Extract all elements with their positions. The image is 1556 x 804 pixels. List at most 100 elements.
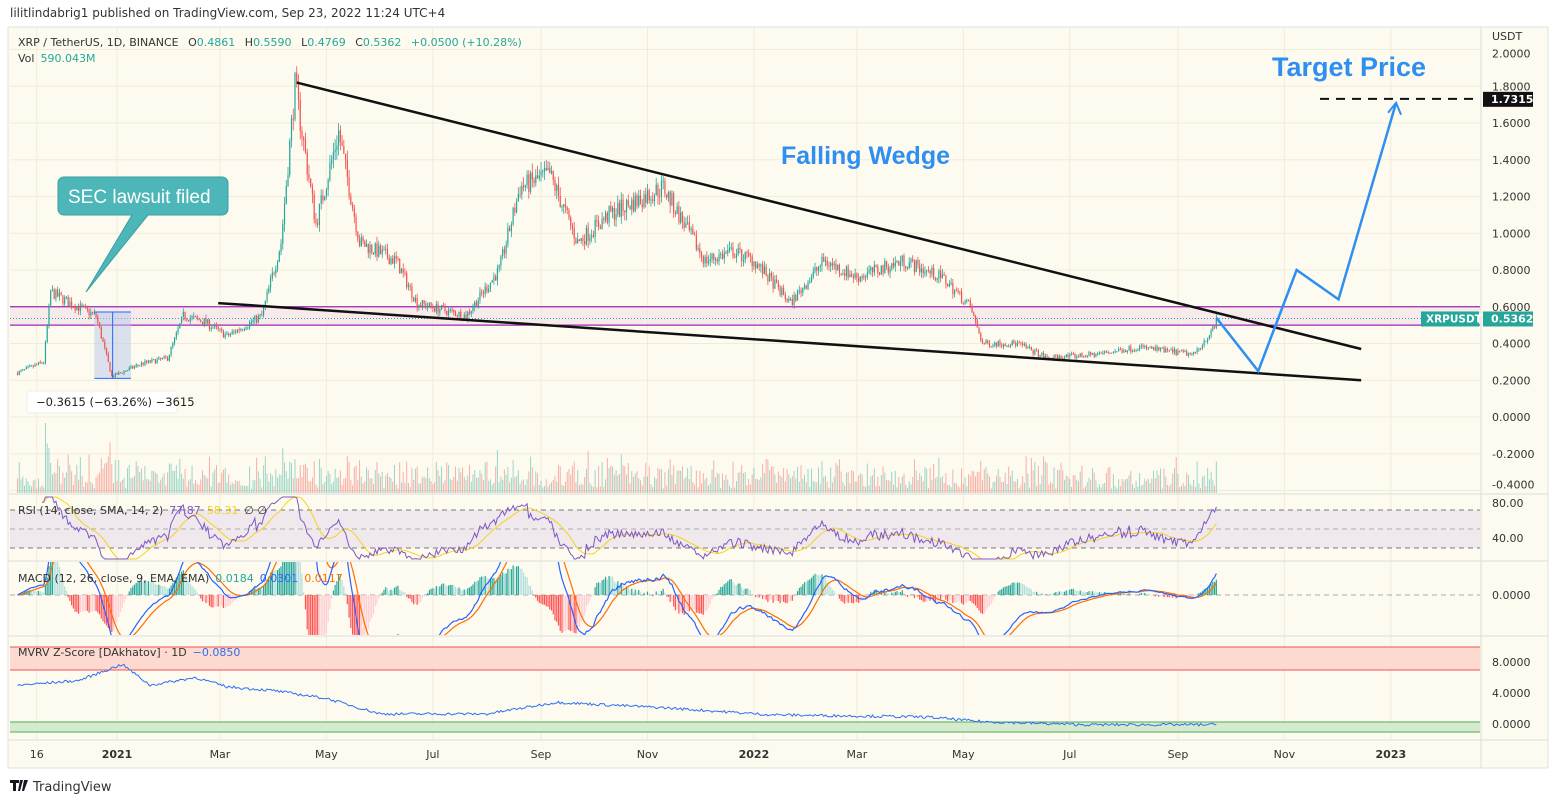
candle-body bbox=[1126, 350, 1128, 353]
volume-bar bbox=[125, 488, 127, 493]
support-resistance-zone[interactable] bbox=[10, 306, 1480, 326]
volume-bar bbox=[202, 470, 204, 493]
candle-body bbox=[1100, 352, 1102, 354]
macd-histogram-bar bbox=[807, 580, 809, 595]
macd-histogram-bar bbox=[446, 586, 448, 595]
price-axis[interactable]: 2.00001.80001.60001.40001.20001.00000.80… bbox=[1492, 48, 1534, 492]
volume-bar bbox=[884, 472, 886, 493]
candle-body bbox=[376, 243, 378, 257]
projection-path[interactable] bbox=[1215, 102, 1398, 374]
candle-body bbox=[1151, 346, 1153, 349]
candle-body bbox=[114, 373, 116, 377]
candle-body bbox=[1149, 346, 1151, 348]
candle-body bbox=[203, 318, 205, 325]
candle-body bbox=[65, 297, 67, 299]
candle-body bbox=[460, 311, 462, 320]
candle-body bbox=[339, 130, 341, 142]
volume-bar bbox=[701, 483, 703, 493]
macd-histogram-bar bbox=[861, 595, 863, 601]
volume-bar bbox=[1009, 476, 1011, 493]
volume-bar bbox=[969, 476, 971, 493]
volume-bar bbox=[777, 471, 779, 493]
candle-body bbox=[863, 276, 865, 278]
macd-histogram-bar bbox=[812, 575, 814, 595]
volume-bar bbox=[264, 456, 266, 493]
volume-bar bbox=[620, 454, 622, 493]
volume-bar bbox=[936, 476, 938, 493]
wedge-lower-trendline[interactable] bbox=[218, 301, 1362, 382]
volume-bar bbox=[978, 471, 980, 493]
macd-histogram-bar bbox=[1051, 594, 1053, 595]
macd-histogram-bar bbox=[1189, 595, 1191, 597]
candle-body bbox=[167, 357, 169, 361]
macd-histogram-bar bbox=[348, 595, 350, 618]
volume-bar bbox=[544, 485, 546, 493]
macd-histogram-bar bbox=[324, 595, 326, 635]
macd-histogram-bar bbox=[351, 595, 354, 635]
volume-bar bbox=[1022, 476, 1024, 493]
volume-bar bbox=[268, 481, 270, 493]
candle-body bbox=[472, 307, 474, 311]
candle-body bbox=[446, 310, 448, 315]
macd-histogram-bar bbox=[411, 595, 413, 603]
macd-histogram-bar bbox=[1029, 588, 1031, 595]
macd-histogram-bar bbox=[259, 587, 261, 595]
wedge-upper-trendline[interactable] bbox=[296, 81, 1362, 351]
volume-bar bbox=[482, 480, 484, 493]
candle-body bbox=[90, 312, 92, 316]
volume-bar bbox=[147, 479, 149, 493]
candle-body bbox=[437, 304, 439, 313]
candle-body bbox=[1158, 346, 1160, 351]
macd-histogram-bar bbox=[78, 595, 80, 614]
candle-body bbox=[803, 285, 806, 288]
volume-bar bbox=[795, 478, 797, 493]
candle-body bbox=[763, 266, 765, 275]
macd-histogram-bar bbox=[72, 595, 74, 609]
macd-histogram-bar bbox=[821, 574, 823, 595]
volume-bar bbox=[531, 467, 533, 493]
macd-histogram-bar bbox=[339, 576, 341, 595]
candle-body bbox=[540, 171, 542, 176]
candle-body bbox=[146, 360, 148, 363]
macd-histogram-bar bbox=[739, 583, 741, 595]
rsi-panel[interactable]: RSI (14, close, SMA, 14, 2) 77.87 58.31 ∅ ∅… bbox=[10, 496, 1524, 561]
volume-bar bbox=[404, 483, 406, 493]
volume-bar bbox=[908, 481, 910, 493]
macd-histogram-bar bbox=[427, 593, 429, 595]
macd-histogram-bar bbox=[863, 595, 865, 600]
candle-body bbox=[1098, 352, 1101, 355]
candle-body bbox=[1011, 340, 1013, 346]
macd-histogram-bar bbox=[756, 595, 759, 598]
volume-bar bbox=[484, 462, 486, 493]
macd-histogram-bar bbox=[392, 590, 394, 595]
volume-bar bbox=[1004, 472, 1006, 493]
macd-histogram-bar bbox=[866, 595, 868, 597]
candle-body bbox=[973, 312, 975, 316]
volume-bar bbox=[973, 471, 975, 493]
macd-histogram-bar bbox=[917, 595, 919, 597]
volume-bar bbox=[313, 461, 315, 493]
volume-bar bbox=[481, 473, 483, 493]
mvrv-panel[interactable]: MVRV Z-Score [DAkhatov] · 1D −0.0850 8.00… bbox=[10, 646, 1531, 733]
svg-text:0.0000: 0.0000 bbox=[1492, 718, 1531, 731]
candle-body bbox=[809, 281, 811, 283]
macd-histogram-bar bbox=[943, 595, 945, 598]
volume-bar bbox=[594, 470, 596, 493]
volume-bar bbox=[999, 476, 1001, 493]
volume-bar bbox=[322, 484, 324, 493]
volume-bar bbox=[360, 476, 362, 493]
macd-panel[interactable]: MACD (12, 26, close, 9, EMA, EMA) 0.0184 0… bbox=[10, 410, 1531, 682]
candle-body bbox=[943, 274, 945, 276]
macd-histogram-bar bbox=[789, 595, 792, 601]
candle-body bbox=[34, 364, 36, 367]
macd-histogram-bar bbox=[728, 579, 731, 595]
time-axis[interactable]: 16 2021 Mar May Jul Sep Nov 2022 Mar May Jul Sep Nov… bbox=[30, 748, 1406, 761]
sec-lawsuit-callout[interactable]: SEC lawsuit filed bbox=[57, 176, 229, 293]
volume-bar bbox=[674, 483, 676, 493]
macd-histogram-bar bbox=[620, 582, 622, 595]
volume-bar bbox=[917, 480, 919, 493]
macd-histogram-bar bbox=[1072, 588, 1074, 595]
candle-body bbox=[880, 265, 882, 275]
candle-body bbox=[282, 224, 284, 244]
